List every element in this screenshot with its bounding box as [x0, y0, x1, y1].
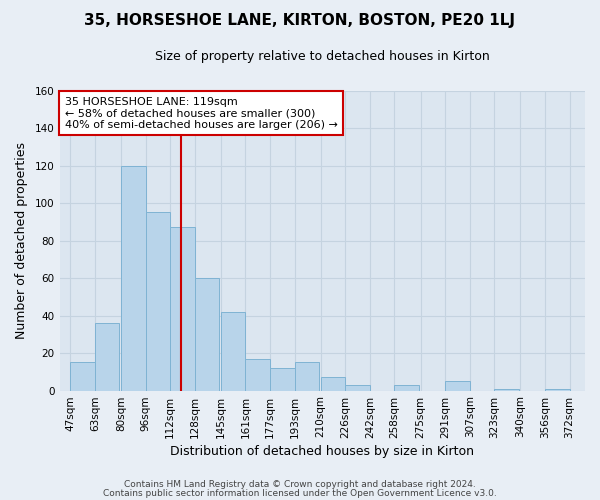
Text: Contains HM Land Registry data © Crown copyright and database right 2024.: Contains HM Land Registry data © Crown c… [124, 480, 476, 489]
Title: Size of property relative to detached houses in Kirton: Size of property relative to detached ho… [155, 50, 490, 63]
Bar [545, 388, 569, 390]
Text: 35 HORSESHOE LANE: 119sqm
← 58% of detached houses are smaller (300)
40% of semi: 35 HORSESHOE LANE: 119sqm ← 58% of detac… [65, 96, 338, 130]
Bar [270, 368, 295, 390]
Bar [70, 362, 95, 390]
Bar [295, 362, 319, 390]
Bar [195, 278, 220, 390]
Y-axis label: Number of detached properties: Number of detached properties [15, 142, 28, 339]
Bar [170, 228, 195, 390]
Bar [121, 166, 146, 390]
Bar [146, 212, 170, 390]
Bar [221, 312, 245, 390]
Text: Contains public sector information licensed under the Open Government Licence v3: Contains public sector information licen… [103, 488, 497, 498]
X-axis label: Distribution of detached houses by size in Kirton: Distribution of detached houses by size … [170, 444, 474, 458]
Bar [394, 385, 419, 390]
Bar [95, 323, 119, 390]
Text: 35, HORSESHOE LANE, KIRTON, BOSTON, PE20 1LJ: 35, HORSESHOE LANE, KIRTON, BOSTON, PE20… [85, 12, 515, 28]
Bar [321, 378, 346, 390]
Bar [445, 381, 470, 390]
Bar [346, 385, 370, 390]
Bar [245, 358, 270, 390]
Bar [494, 388, 519, 390]
